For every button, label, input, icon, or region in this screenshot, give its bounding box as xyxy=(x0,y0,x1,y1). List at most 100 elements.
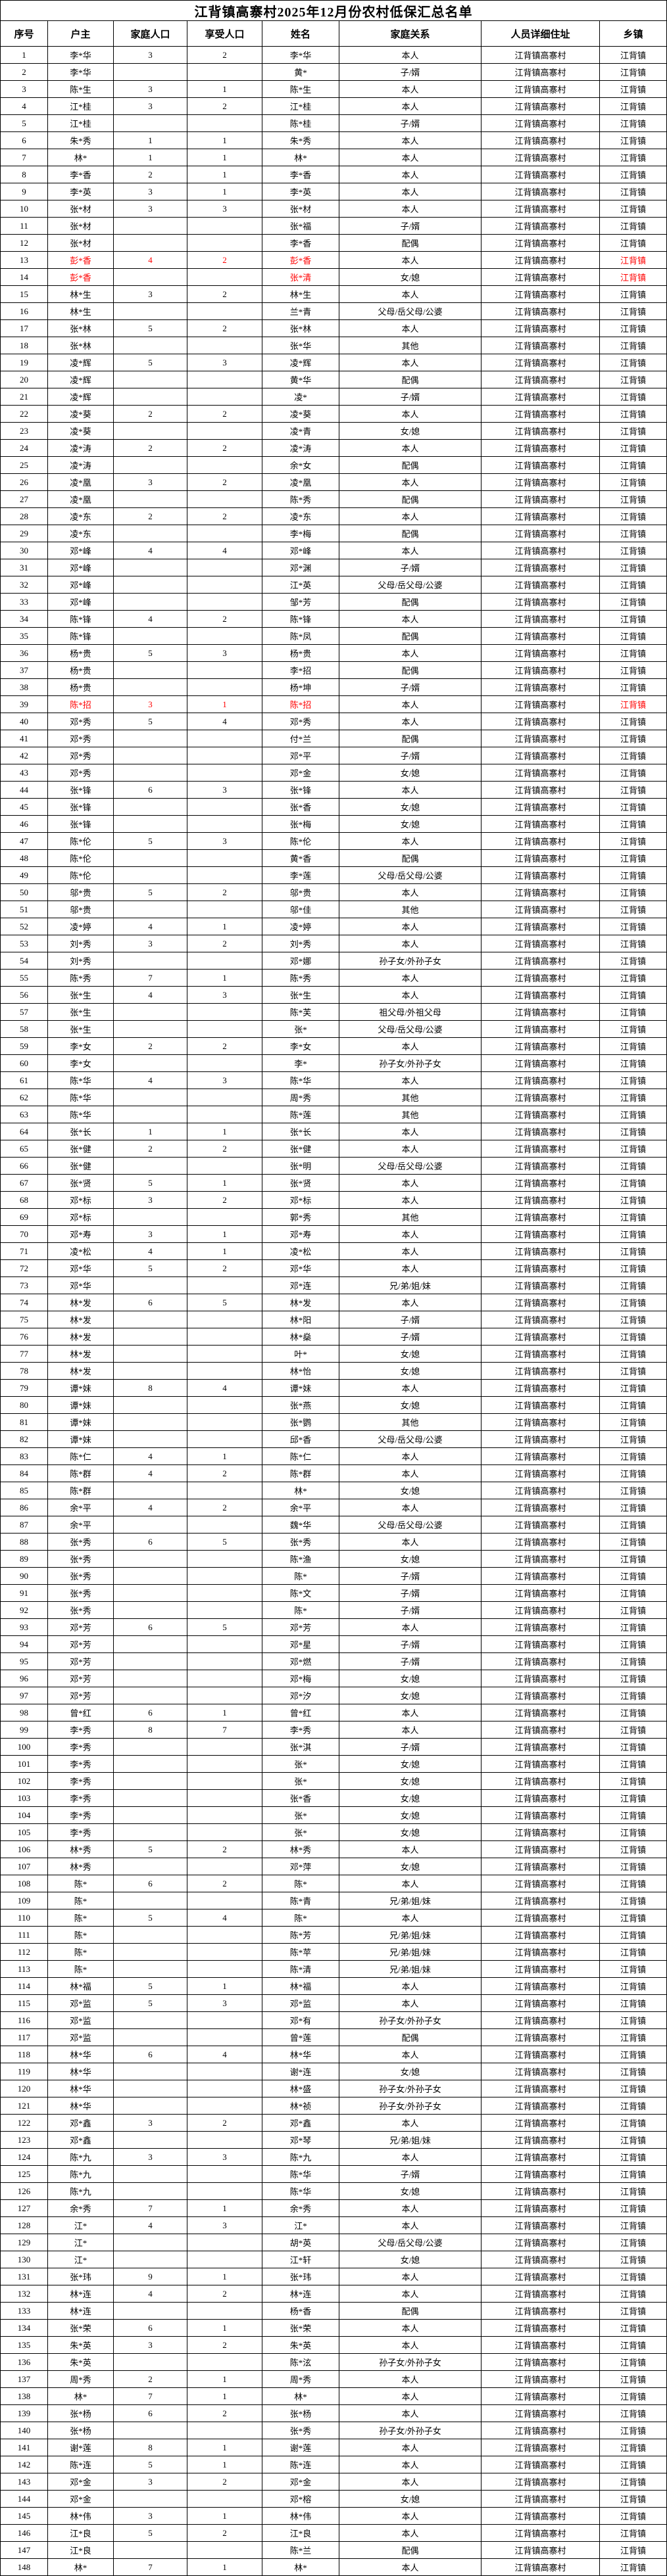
cell-name: 凌*涛 xyxy=(262,439,339,457)
cell-name: 李*华 xyxy=(262,46,339,64)
cell-township: 江背镇 xyxy=(599,2558,667,2576)
cell-family-size xyxy=(113,1584,187,1602)
cell-name: 陈*苹 xyxy=(262,1943,339,1961)
cell-address: 江背镇高寨村 xyxy=(481,490,600,508)
cell-householder: 陈*华 xyxy=(47,1106,114,1123)
cell-relation: 本人 xyxy=(339,439,482,457)
title-row: 江背镇高寨村2025年12月份农村低保汇总名单 xyxy=(0,0,667,21)
cell-name: 李*招 xyxy=(262,661,339,679)
cell-index: 44 xyxy=(0,781,48,799)
table-row: 102 李*秀 张* 女/媳 江背镇高寨村 江背镇 xyxy=(0,1772,667,1790)
cell-index: 76 xyxy=(0,1328,48,1346)
cell-address: 江背镇高寨村 xyxy=(481,1601,600,1619)
cell-township: 江背镇 xyxy=(599,2097,667,2115)
cell-householder: 邓*峰 xyxy=(47,593,114,611)
table-row: 12 张*材 李*香 配偶 江背镇高寨村 江背镇 xyxy=(0,234,667,252)
cell-township: 江背镇 xyxy=(599,1311,667,1328)
table-row: 129 江* 胡*英 父母/岳父母/公婆 江背镇高寨村 江背镇 xyxy=(0,2234,667,2251)
page-title: 江背镇高寨村2025年12月份农村低保汇总名单 xyxy=(0,0,667,21)
cell-beneficiary-count xyxy=(187,456,262,474)
cell-family-size xyxy=(113,593,187,611)
table-row: 93 邓*芳 6 5 邓*芳 本人 江背镇高寨村 江背镇 xyxy=(0,1618,667,1636)
table-row: 60 李*女 李* 孙子女/外孙子女 江背镇高寨村 江背镇 xyxy=(0,1054,667,1072)
cell-relation: 子/婿 xyxy=(339,747,482,764)
cell-householder: 林*秀 xyxy=(47,1858,114,1875)
cell-address: 江背镇高寨村 xyxy=(481,935,600,952)
cell-beneficiary-count: 2 xyxy=(187,405,262,423)
cell-name: 邓*峰 xyxy=(262,542,339,559)
cell-index: 23 xyxy=(0,422,48,440)
cell-index: 89 xyxy=(0,1550,48,1568)
cell-relation: 父母/岳父母/公婆 xyxy=(339,1516,482,1534)
cell-relation: 其他 xyxy=(339,1089,482,1106)
cell-beneficiary-count: 2 xyxy=(187,1037,262,1055)
cell-name: 陈*青 xyxy=(262,1892,339,1909)
table-row: 96 邓*芳 邓*梅 女/媳 江背镇高寨村 江背镇 xyxy=(0,1670,667,1687)
cell-householder: 李*秀 xyxy=(47,1789,114,1807)
cell-address: 江背镇高寨村 xyxy=(481,1311,600,1328)
cell-beneficiary-count: 1 xyxy=(187,1977,262,1995)
cell-family-size: 6 xyxy=(113,1704,187,1721)
cell-householder: 邓*鑫 xyxy=(47,2131,114,2149)
cell-index: 72 xyxy=(0,1259,48,1277)
cell-relation: 其他 xyxy=(339,1106,482,1123)
cell-householder: 凌*葵 xyxy=(47,422,114,440)
cell-index: 75 xyxy=(0,1311,48,1328)
cell-householder: 曾*红 xyxy=(47,1704,114,1721)
cell-address: 江背镇高寨村 xyxy=(481,918,600,935)
cell-name: 邓*芳 xyxy=(262,1618,339,1636)
table-row: 119 林*华 谢*连 女/媳 江背镇高寨村 江背镇 xyxy=(0,2063,667,2080)
cell-beneficiary-count xyxy=(187,1687,262,1704)
cell-index: 63 xyxy=(0,1106,48,1123)
cell-beneficiary-count xyxy=(187,1738,262,1756)
cell-address: 江背镇高寨村 xyxy=(481,2114,600,2132)
cell-relation: 本人 xyxy=(339,644,482,662)
cell-township: 江背镇 xyxy=(599,781,667,799)
cell-name: 邓*琴 xyxy=(262,2131,339,2149)
cell-address: 江背镇高寨村 xyxy=(481,388,600,406)
cell-name: 李*梅 xyxy=(262,525,339,542)
table-row: 48 陈*伦 黄*香 配偶 江背镇高寨村 江背镇 xyxy=(0,849,667,867)
cell-relation: 兄/弟/姐/妹 xyxy=(339,1276,482,1294)
cell-township: 江背镇 xyxy=(599,525,667,542)
cell-address: 江背镇高寨村 xyxy=(481,781,600,799)
cell-name: 张* xyxy=(262,1823,339,1841)
cell-address: 江背镇高寨村 xyxy=(481,1259,600,1277)
cell-name: 凌*松 xyxy=(262,1242,339,1260)
cell-name: 张*清 xyxy=(262,268,339,286)
cell-index: 4 xyxy=(0,97,48,115)
cell-index: 49 xyxy=(0,866,48,884)
cell-relation: 本人 xyxy=(339,405,482,423)
cell-relation: 孙子女/外孙子女 xyxy=(339,1054,482,1072)
cell-beneficiary-count xyxy=(187,866,262,884)
cell-name: 林*秀 xyxy=(262,1840,339,1858)
cell-address: 江背镇高寨村 xyxy=(481,2541,600,2559)
cell-beneficiary-count: 2 xyxy=(187,97,262,115)
cell-address: 江背镇高寨村 xyxy=(481,2473,600,2491)
cell-address: 江背镇高寨村 xyxy=(481,1191,600,1209)
table-row: 109 陈* 陈*青 兄/弟/姐/妹 江背镇高寨村 江背镇 xyxy=(0,1892,667,1909)
cell-family-size: 4 xyxy=(113,2285,187,2303)
cell-address: 江背镇高寨村 xyxy=(481,1772,600,1790)
cell-name: 陈*仁 xyxy=(262,1447,339,1465)
cell-address: 江背镇高寨村 xyxy=(481,439,600,457)
cell-township: 江背镇 xyxy=(599,2199,667,2217)
table-row: 64 张*长 1 1 张*长 本人 江背镇高寨村 江背镇 xyxy=(0,1123,667,1140)
cell-householder: 江*良 xyxy=(47,2524,114,2542)
cell-index: 115 xyxy=(0,1994,48,2012)
cell-family-size: 4 xyxy=(113,918,187,935)
cell-beneficiary-count: 3 xyxy=(187,781,262,799)
cell-name: 陈*秀 xyxy=(262,969,339,987)
cell-index: 111 xyxy=(0,1926,48,1944)
cell-address: 江背镇高寨村 xyxy=(481,610,600,628)
cell-address: 江背镇高寨村 xyxy=(481,131,600,149)
cell-householder: 陈*生 xyxy=(47,80,114,98)
cell-index: 137 xyxy=(0,2370,48,2388)
cell-township: 江背镇 xyxy=(599,2541,667,2559)
cell-name: 周*秀 xyxy=(262,2370,339,2388)
cell-family-size: 8 xyxy=(113,1721,187,1739)
table-row: 84 陈*群 4 2 陈*群 本人 江背镇高寨村 江背镇 xyxy=(0,1464,667,1482)
cell-index: 37 xyxy=(0,661,48,679)
cell-name: 凌*东 xyxy=(262,507,339,525)
cell-relation: 本人 xyxy=(339,781,482,799)
